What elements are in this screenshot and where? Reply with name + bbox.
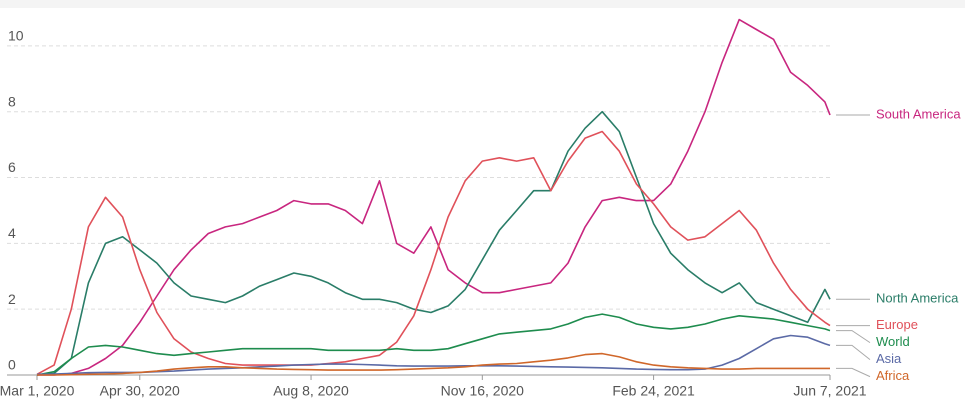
series-line [36, 110, 831, 376]
series-label: Africa [876, 368, 910, 383]
y-tick-label: 6 [8, 159, 16, 175]
y-tick-label: 4 [8, 225, 16, 241]
series-line [36, 130, 831, 376]
series-label: World [876, 334, 910, 349]
x-tick-label: Apr 30, 2020 [100, 383, 180, 399]
series-label: Asia [876, 351, 902, 366]
series-label: South America [876, 106, 961, 121]
series-line [36, 313, 831, 376]
series-line [37, 18, 831, 376]
label-connector [836, 344, 871, 361]
y-tick-label: 0 [8, 357, 16, 373]
x-tick-label: Nov 16, 2020 [441, 383, 524, 399]
y-tick-label: 8 [8, 93, 16, 109]
label-connector [836, 330, 871, 344]
label-connector [836, 367, 871, 378]
x-tick-label: Jun 7, 2021 [793, 383, 866, 399]
top-band [0, 0, 965, 8]
series-label: North America [876, 291, 959, 306]
x-tick-label: Mar 1, 2020 [0, 383, 75, 399]
series-label: Europe [876, 317, 918, 332]
y-tick-label: 2 [8, 291, 16, 307]
x-tick-label: Aug 8, 2020 [273, 383, 349, 399]
y-tick-label: 10 [8, 28, 24, 44]
x-tick-label: Feb 24, 2021 [612, 383, 695, 399]
series-line [37, 352, 830, 376]
